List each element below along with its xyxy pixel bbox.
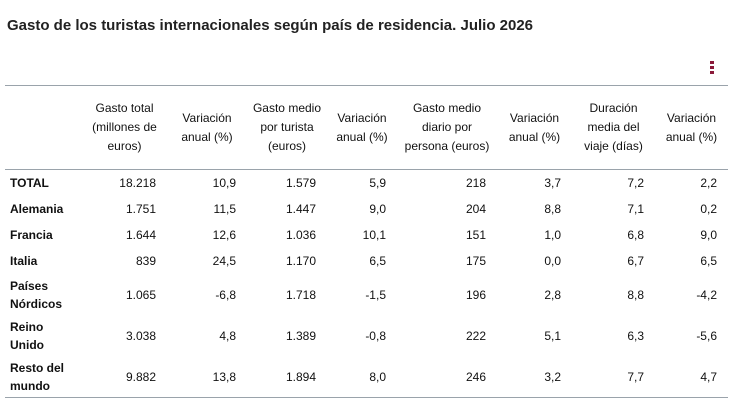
header-cell-empty <box>5 86 82 170</box>
table-cell: 0,0 <box>544 254 561 268</box>
table-row-resto-del-mundo: Resto del mundo 9.882 13,8 1.894 8,0 246… <box>5 356 728 398</box>
table-cell: 1.065 <box>125 287 156 302</box>
row-label: Italia <box>10 254 38 268</box>
table-cell: 1.170 <box>285 254 316 268</box>
header-variacion-gasto-total: Variación anual (%) <box>181 110 233 144</box>
vertical-ellipsis-icon[interactable] <box>708 60 716 76</box>
row-label: Francia <box>10 228 53 242</box>
table-cell: 3,2 <box>544 369 561 384</box>
table-cell: 8,0 <box>369 369 386 384</box>
table-cell: 1.036 <box>285 228 316 242</box>
table-cell: 1.718 <box>285 287 316 302</box>
table-cell: 2,2 <box>700 176 717 190</box>
table-cell: 839 <box>135 254 156 268</box>
row-label: Reino Unido <box>10 319 44 352</box>
table-row-francia: Francia 1.644 12,6 1.036 10,1 151 1,0 6,… <box>5 222 728 248</box>
table-cell: 3.038 <box>125 328 156 343</box>
table-cell: 4,8 <box>219 328 236 343</box>
table-cell: 1,0 <box>544 228 561 242</box>
table-cell: 7,1 <box>627 202 644 216</box>
page-title: Gasto de los turistas internacionales se… <box>7 17 534 34</box>
table-cell: 13,8 <box>212 369 236 384</box>
table-cell: 8,8 <box>627 287 644 302</box>
table-cell: 6,8 <box>627 228 644 242</box>
table-cell: 7,7 <box>627 369 644 384</box>
table-cell: 222 <box>465 328 486 343</box>
header-row: Gasto total (millones de euros) Variació… <box>5 85 728 170</box>
row-label: TOTAL <box>10 176 49 190</box>
table-cell: 10,1 <box>362 228 386 242</box>
table-cell: 5,1 <box>544 328 561 343</box>
table-cell: 8,8 <box>544 202 561 216</box>
tourist-spending-table: Gasto total (millones de euros) Variació… <box>5 85 728 398</box>
table-cell: 1.389 <box>285 328 316 343</box>
table-cell: -6,8 <box>215 287 236 302</box>
header-gasto-medio-turista: Gasto medio por turista (euros) <box>252 101 322 153</box>
menu-dot <box>710 66 714 69</box>
table-cell: 9,0 <box>700 228 717 242</box>
table-cell: 151 <box>465 228 486 242</box>
table-cell: 246 <box>465 369 486 384</box>
table-cell: 4,7 <box>700 369 717 384</box>
table-cell: 18.218 <box>119 176 156 190</box>
header-variacion-duracion: Variación anual (%) <box>665 110 718 144</box>
table-cell: 6,5 <box>700 254 717 268</box>
table-cell: 11,5 <box>213 202 236 216</box>
row-label: Resto del mundo <box>10 360 65 393</box>
table-row-reino-unido: Reino Unido 3.038 4,8 1.389 -0,8 222 5,1… <box>5 315 728 356</box>
table-cell: 10,9 <box>212 176 236 190</box>
table-cell: 0,2 <box>700 202 717 216</box>
table-cell: 6,7 <box>627 254 644 268</box>
table-cell: 12,6 <box>212 228 236 242</box>
table-row-alemania: Alemania 1.751 11,5 1.447 9,0 204 8,8 7,… <box>5 196 728 222</box>
table-cell: 3,7 <box>544 176 561 190</box>
row-label: Países Nórdicos <box>10 278 63 311</box>
header-gasto-total: Gasto total (millones de euros) <box>92 101 157 153</box>
table-cell: 1.751 <box>125 202 156 216</box>
table-cell: -5,6 <box>696 328 717 343</box>
table-row-italia: Italia 839 24,5 1.170 6,5 175 0,0 6,7 6,… <box>5 248 728 274</box>
table-cell: 24,5 <box>212 254 236 268</box>
table-cell: -1,5 <box>365 287 386 302</box>
table-cell: 9,0 <box>369 202 386 216</box>
table-cell: -0,8 <box>365 328 386 343</box>
table-cell: 175 <box>465 254 486 268</box>
table-cell: 1.447 <box>285 202 316 216</box>
table-cell: 6,3 <box>627 328 644 343</box>
table-row-paises-nordicos: Países Nórdicos 1.065 -6,8 1.718 -1,5 19… <box>5 274 728 315</box>
menu-dot <box>710 61 714 64</box>
table-cell: -4,2 <box>696 287 717 302</box>
table-cell: 1.579 <box>285 176 316 190</box>
header-gasto-medio-diario: Gasto medio diario por persona (euros) <box>404 101 490 153</box>
table-cell: 5,9 <box>369 176 386 190</box>
header-variacion-gasto-diario: Variación anual (%) <box>508 110 561 144</box>
table-cell: 6,5 <box>369 254 386 268</box>
header-variacion-gasto-medio: Variación anual (%) <box>336 110 388 144</box>
table-cell: 2,8 <box>544 287 561 302</box>
header-duracion-media: Duración media del viaje (días) <box>584 101 643 153</box>
table-cell: 9.882 <box>125 369 156 384</box>
table-cell: 218 <box>465 176 486 190</box>
row-label: Alemania <box>10 202 64 216</box>
table-cell: 1.644 <box>125 228 156 242</box>
table-cell: 204 <box>465 202 486 216</box>
menu-dot <box>710 71 714 74</box>
table-cell: 196 <box>465 287 486 302</box>
table-cell: 7,2 <box>627 176 644 190</box>
table-row-total: TOTAL 18.218 10,9 1.579 5,9 218 3,7 7,2 … <box>5 170 728 197</box>
table-cell: 1.894 <box>285 369 316 384</box>
